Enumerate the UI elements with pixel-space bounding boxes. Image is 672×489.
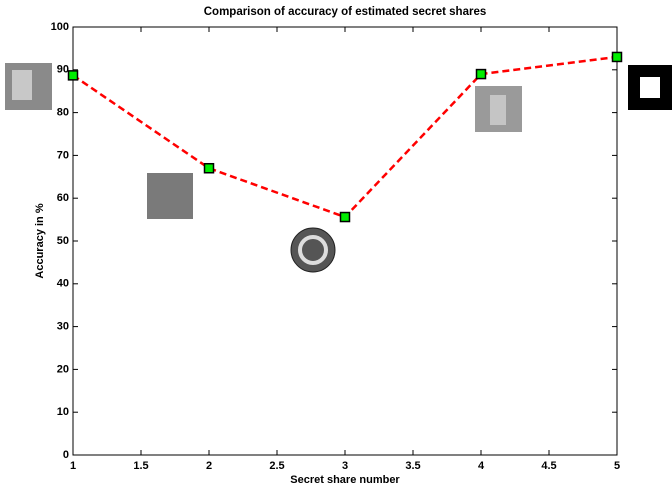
y-tick-label: 70 — [57, 149, 69, 161]
thumbnail-circle-ring — [298, 235, 328, 265]
y-tick-label: 100 — [51, 21, 69, 33]
x-tick-label: 2.5 — [269, 460, 284, 472]
y-tick-label: 30 — [57, 321, 69, 333]
x-tick-label: 3.5 — [405, 460, 420, 472]
x-tick-label: 3 — [342, 460, 348, 472]
data-point — [67, 70, 79, 81]
thumbnail-detail — [12, 70, 32, 100]
data-point — [475, 68, 487, 80]
thumbnail-texture — [147, 173, 193, 219]
thumbnails — [5, 63, 672, 273]
y-tick-label: 40 — [57, 278, 69, 290]
x-tick-label: 4.5 — [541, 460, 556, 472]
x-tick-label: 2 — [206, 460, 212, 472]
y-tick-label: 10 — [57, 406, 69, 418]
x-tick-label: 5 — [614, 460, 620, 472]
y-axis-label: Accuracy in % — [34, 203, 46, 278]
thumbnail-pattern-inner — [640, 77, 660, 98]
x-tick-label: 1.5 — [133, 460, 148, 472]
x-axis-label: Secret share number — [290, 474, 400, 486]
data-point — [611, 51, 623, 63]
thumbnail-detail — [490, 95, 506, 125]
thumbnail-circle — [290, 227, 336, 273]
data-point — [203, 162, 215, 174]
y-tick-label: 90 — [57, 64, 69, 76]
y-tick-label: 80 — [57, 107, 69, 119]
x-tick-label: 4 — [478, 460, 485, 472]
y-tick-label: 20 — [57, 363, 69, 375]
x-tick-label: 1 — [70, 460, 76, 472]
y-tick-label: 60 — [57, 192, 69, 204]
y-tick-label: 0 — [63, 449, 69, 461]
data-point — [339, 211, 351, 223]
chart-title: Comparison of accuracy of estimated secr… — [204, 6, 487, 18]
y-tick-label: 50 — [57, 235, 69, 247]
